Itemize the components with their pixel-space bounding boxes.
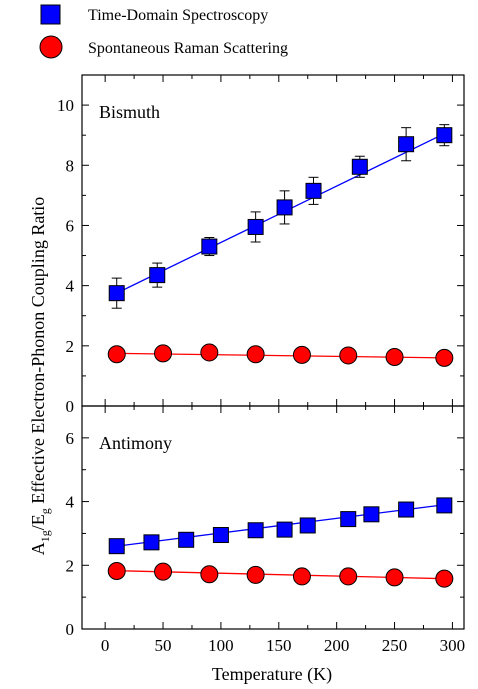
tds-point <box>108 285 125 302</box>
tds-point <box>299 517 316 534</box>
raman-point <box>339 346 358 365</box>
y-tick-label: 0 <box>66 620 75 639</box>
legend-tds-marker <box>40 4 61 25</box>
y-tick-label: 4 <box>66 493 75 512</box>
tds-point <box>149 267 166 284</box>
legend-raman-label: Spontaneous Raman Scattering <box>88 40 288 57</box>
raman-point <box>246 565 265 584</box>
raman-point <box>435 569 454 588</box>
panel-title: Bismuth <box>99 102 160 122</box>
y-tick-label: 6 <box>66 216 75 235</box>
tds-point <box>276 521 293 538</box>
y-axis-label: A1g/Eg Effective Electron-Phonon Couplin… <box>28 197 52 556</box>
x-tick-label: 50 <box>155 636 172 655</box>
y-tick-label: 0 <box>66 397 75 416</box>
tds-point <box>247 522 264 539</box>
x-tick-label: 250 <box>382 636 408 655</box>
y-tick-label: 2 <box>66 556 75 575</box>
tds-point <box>436 127 453 144</box>
tds-point <box>340 511 357 528</box>
y-tick-label: 6 <box>66 429 75 448</box>
tds-point <box>305 182 322 199</box>
legend-tds-label: Time-Domain Spectroscopy <box>88 7 268 24</box>
x-tick-label: 150 <box>266 636 292 655</box>
raman-point <box>339 567 358 586</box>
tds-point <box>201 238 218 255</box>
raman-point <box>107 345 126 364</box>
tds-point <box>436 497 453 514</box>
raman-point <box>200 565 219 584</box>
legend-raman-marker <box>39 35 63 59</box>
tds-point <box>398 136 415 153</box>
raman-point <box>246 345 265 364</box>
x-axis-label: Temperature (K) <box>212 664 332 685</box>
tds-point <box>143 534 160 551</box>
raman-point <box>292 345 311 364</box>
panel-title: Antimony <box>99 433 172 453</box>
tds-point <box>276 199 293 216</box>
tds-point <box>398 501 415 518</box>
x-tick-label: 100 <box>208 636 234 655</box>
plot-frame <box>81 74 465 407</box>
x-tick-label: 300 <box>440 636 466 655</box>
y-tick-label: 4 <box>66 277 75 296</box>
tds-point <box>212 527 229 544</box>
raman-point <box>385 347 404 366</box>
antimony-panel: 0 2 4 6 0 50 100 150 200 250 300 Antimony <box>66 405 466 655</box>
tds-point <box>247 218 264 235</box>
raman-point <box>200 343 219 362</box>
y-tick-label: 10 <box>57 96 74 115</box>
plot-frame <box>81 405 465 630</box>
legend: Time-Domain Spectroscopy Spontaneous Ram… <box>39 4 288 59</box>
raman-point <box>435 348 454 367</box>
tds-point <box>178 531 195 548</box>
tds-point <box>363 506 380 523</box>
bismuth-panel: 0 2 4 6 8 10 Bismuth <box>57 74 465 416</box>
y-tick-label: 8 <box>66 156 75 175</box>
raman-point <box>107 562 126 581</box>
tds-point <box>351 158 368 175</box>
raman-point <box>292 567 311 586</box>
y-tick-label: 2 <box>66 337 75 356</box>
raman-point <box>154 344 173 363</box>
x-tick-label: 0 <box>101 636 110 655</box>
raman-point <box>385 568 404 587</box>
x-tick-label: 200 <box>324 636 350 655</box>
raman-point <box>154 562 173 581</box>
tds-point <box>108 538 125 555</box>
